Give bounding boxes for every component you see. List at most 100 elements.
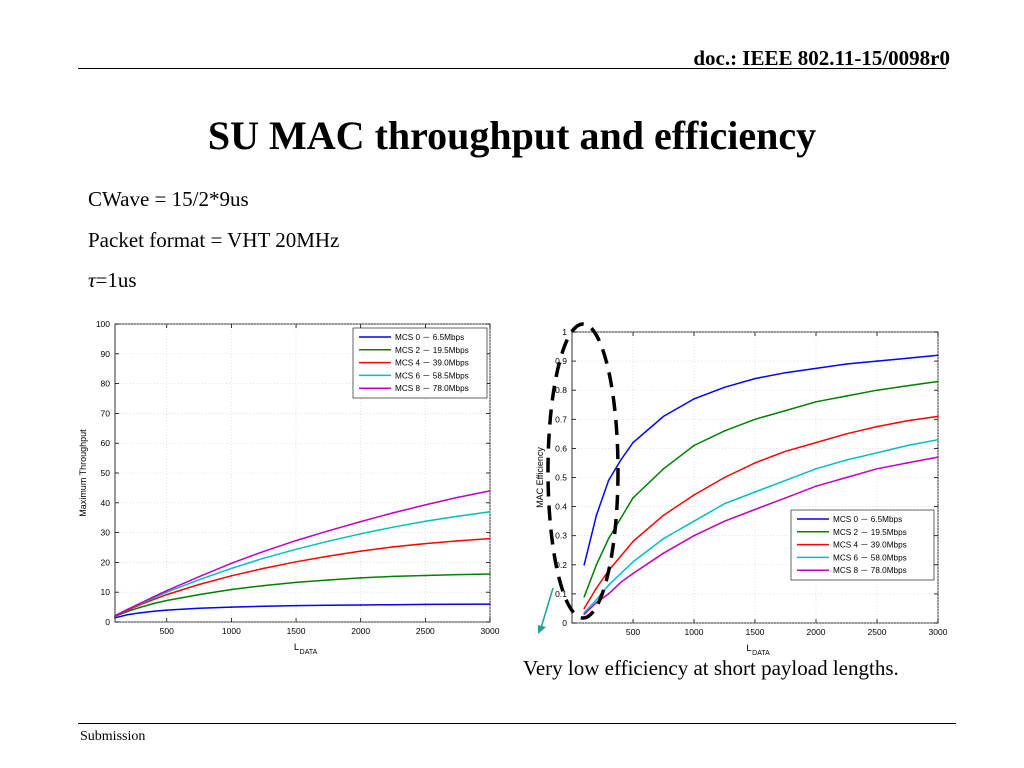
data-point: [424, 542, 427, 545]
legend-entry: MCS 8 － 78.0Mbps: [833, 566, 907, 575]
data-point: [595, 587, 598, 589]
data-point: [607, 584, 610, 586]
data-point: [152, 595, 155, 598]
legend-entry: MCS 0 － 6.5Mbps: [395, 333, 464, 342]
data-point: [392, 526, 394, 529]
data-point: [876, 451, 878, 454]
tau-symbol: τ: [88, 268, 96, 292]
data-point: [198, 593, 200, 596]
data-point: [392, 512, 394, 514]
data-point: [620, 555, 622, 557]
data-point: [489, 537, 491, 540]
y-tick-label: 1: [562, 327, 567, 337]
y-tick-label: 20: [101, 557, 111, 567]
x-tick-label: 2000: [351, 626, 370, 636]
data-point: [230, 562, 233, 565]
y-tick-label: 90: [101, 349, 111, 359]
y-tick-label: 0.6: [555, 443, 567, 453]
y-axis-label: Maximum Throughput: [78, 429, 88, 517]
x-tick-label: 1500: [287, 626, 306, 636]
data-point: [359, 520, 362, 523]
data-point: [906, 444, 909, 447]
data-point: [595, 514, 598, 517]
efficiency-note: Very low efficiency at short payload len…: [523, 656, 899, 680]
data-point: [876, 389, 878, 391]
top-divider: [78, 68, 946, 69]
data-point: [937, 438, 939, 441]
data-point: [906, 357, 909, 359]
data-point: [583, 564, 585, 566]
data-point: [359, 532, 362, 535]
data-point: [754, 508, 756, 511]
data-point: [583, 613, 585, 616]
data-point: [583, 607, 585, 610]
data-point: [152, 610, 155, 613]
data-point: [456, 496, 459, 499]
data-point: [754, 377, 756, 380]
data-point: [295, 561, 297, 563]
data-point: [906, 419, 909, 422]
data-point: [845, 476, 848, 479]
data-point: [295, 539, 297, 542]
data-point: [815, 401, 817, 403]
data-point: [595, 564, 598, 566]
data-point: [152, 598, 155, 601]
data-point: [906, 462, 909, 464]
data-point: [607, 593, 610, 595]
x-tick-label: 3000: [929, 627, 948, 637]
data-point: [230, 575, 233, 577]
data-point: [723, 430, 726, 432]
data-point: [165, 589, 168, 592]
data-point: [140, 606, 142, 608]
data-point: [815, 467, 817, 470]
data-point: [152, 602, 155, 605]
data-point: [754, 491, 756, 493]
legend-entry: MCS 6 － 58.5Mbps: [395, 371, 469, 380]
data-point: [456, 540, 459, 542]
efficiency-chart: 500 1000 1500 2000 2500 3000 0 0.1 0.2 0.3 0.4 0.5 0…: [535, 327, 948, 657]
data-point: [165, 591, 168, 593]
data-point: [937, 456, 939, 458]
y-axis-label: MAC Efficiency: [535, 447, 545, 508]
x-tick-label: 2000: [807, 627, 826, 637]
data-point: [198, 578, 200, 581]
y-tick-label: 0.4: [555, 502, 567, 512]
y-tick-label: 0.3: [555, 531, 567, 541]
legend-entry: MCS 6 － 58.0Mbps: [833, 553, 907, 562]
data-point: [845, 433, 848, 435]
data-point: [165, 599, 168, 602]
data-point: [784, 450, 787, 453]
data-point: [595, 601, 598, 604]
data-point: [662, 467, 665, 470]
y-tick-label: 0: [105, 617, 110, 627]
data-point: [165, 593, 168, 596]
data-point: [262, 584, 265, 587]
data-point: [165, 609, 168, 611]
data-point: [114, 617, 116, 619]
y-tick-label: 0.7: [555, 414, 567, 424]
data-point: [114, 614, 116, 617]
data-point: [424, 574, 427, 577]
data-point: [723, 476, 726, 479]
y-tick-label: 0.9: [555, 356, 567, 366]
legend-entry: MCS 8 － 78.0Mbps: [395, 384, 469, 393]
data-point: [693, 398, 695, 400]
data-point: [937, 354, 939, 357]
data-point: [693, 444, 695, 447]
y-tick-label: 0: [562, 618, 567, 628]
data-point: [327, 579, 330, 581]
data-point: [198, 607, 200, 610]
data-point: [662, 514, 665, 517]
data-point: [620, 459, 622, 461]
y-tick-label: 10: [101, 587, 111, 597]
bullet-packet-format: Packet format = VHT 20MHz: [88, 228, 340, 252]
data-point: [392, 603, 394, 606]
data-point: [359, 577, 362, 579]
legend-entry: MCS 4 － 39.0Mbps: [395, 359, 469, 368]
data-point: [784, 497, 787, 499]
data-point: [489, 603, 491, 605]
data-point: [140, 602, 142, 604]
legend-entry: MCS 2 － 19.5Mbps: [833, 528, 907, 537]
y-tick-label: 0.2: [555, 560, 567, 570]
bullet-tau: τ=1us: [88, 268, 137, 293]
